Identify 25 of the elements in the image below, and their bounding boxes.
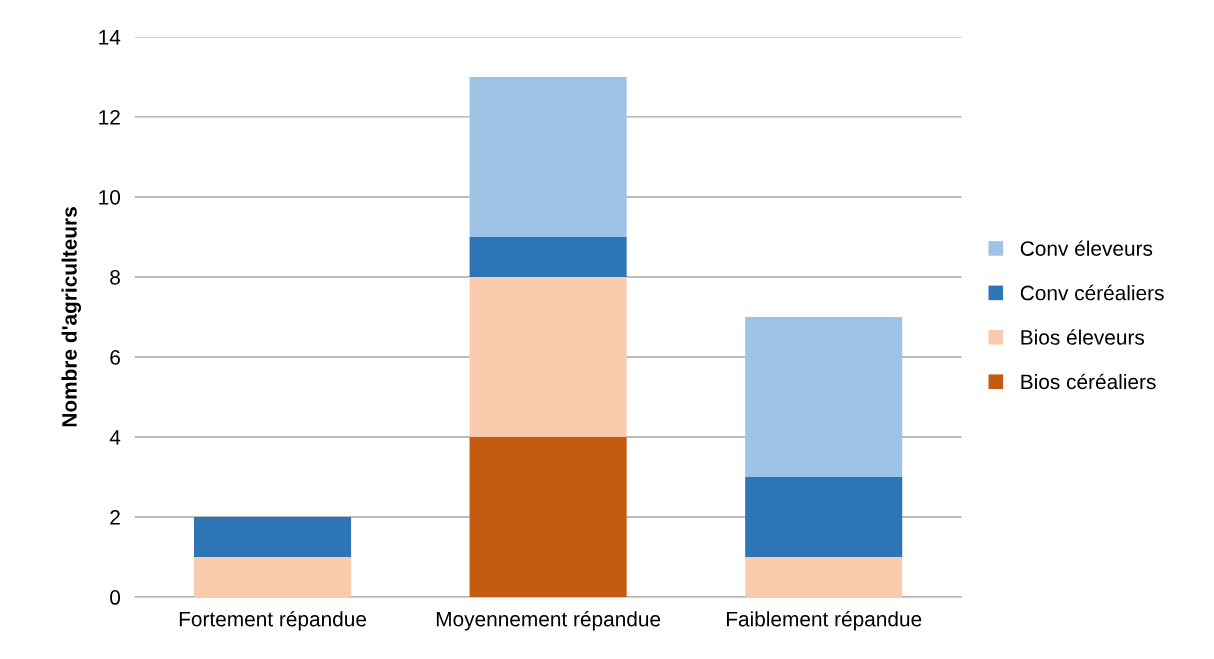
bar <box>194 517 352 558</box>
legend-label: Bios éleveurs <box>1021 329 1145 345</box>
y-axis-title: Nombre d'agriculteurs <box>61 207 82 427</box>
bar <box>194 557 352 598</box>
y-tick-label: 2 <box>110 510 120 525</box>
y-tick-label: 4 <box>109 430 121 445</box>
bar <box>745 557 903 598</box>
legend-label: Conv céréaliers <box>1020 284 1164 301</box>
x-tick-label: Faiblement répandue <box>726 610 922 631</box>
y-tick-label: 12 <box>99 109 120 125</box>
y-tick-label: 6 <box>110 349 120 365</box>
legend-label: Bios céréaliers <box>1021 373 1156 390</box>
bar <box>469 276 627 438</box>
y-tick-label: 8 <box>110 269 120 285</box>
bar <box>469 437 627 598</box>
x-tick-label: Fortement répandue <box>179 610 367 631</box>
bar <box>745 477 903 558</box>
bar <box>469 236 627 277</box>
y-tick-label: 0 <box>110 590 121 605</box>
y-tick-label: 10 <box>99 189 121 205</box>
bar <box>469 76 627 237</box>
bar <box>745 316 903 478</box>
x-tick-label: Moyennement répandue <box>436 610 661 631</box>
legend-label: Conv éleveurs <box>1020 240 1153 256</box>
y-tick-label: 14 <box>99 30 121 45</box>
